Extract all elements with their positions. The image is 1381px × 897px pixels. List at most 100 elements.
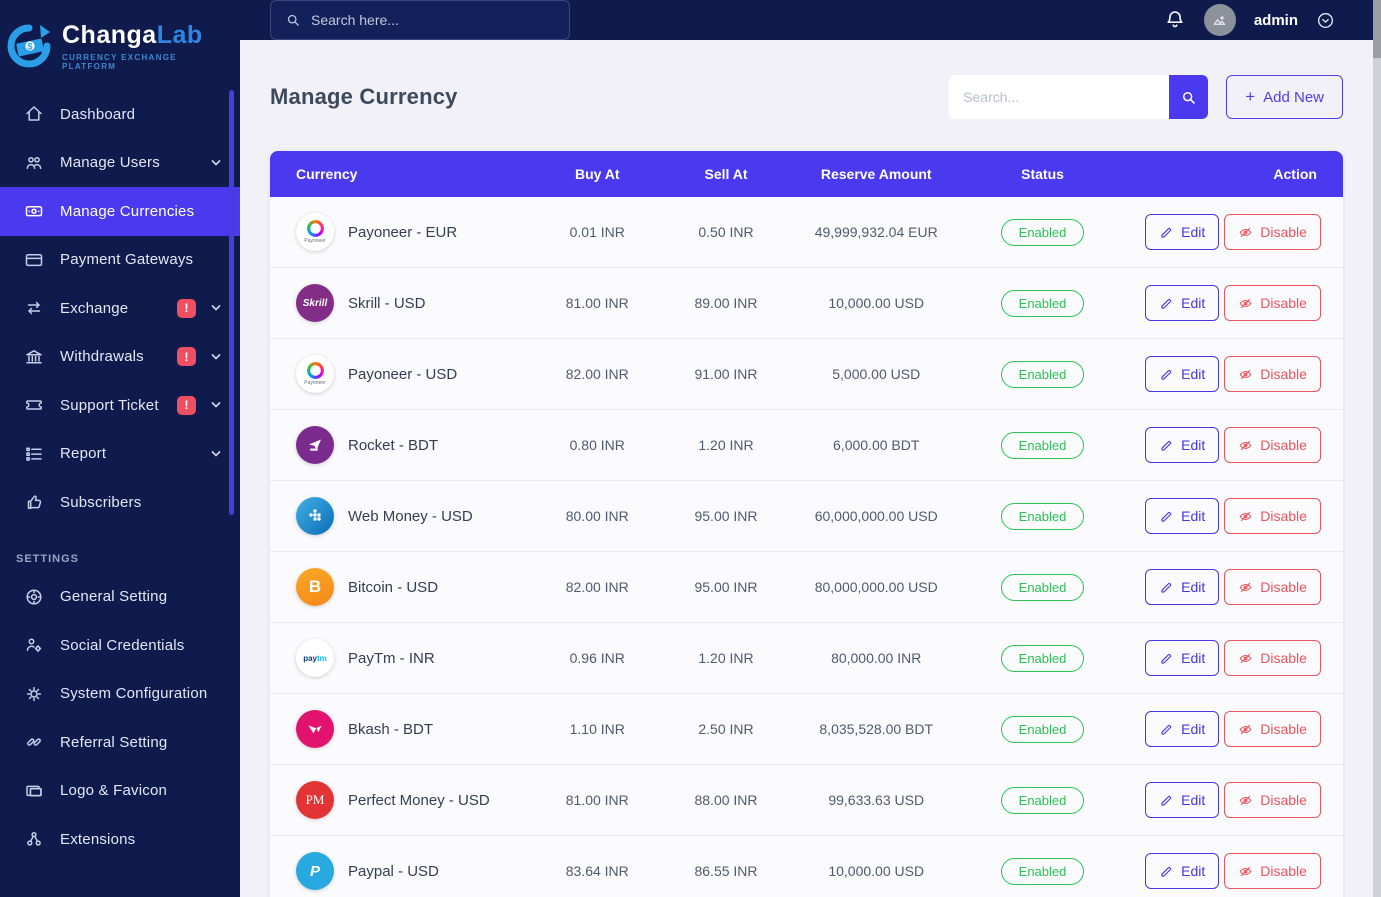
table-search-input[interactable] xyxy=(949,75,1170,119)
chevron-down-icon xyxy=(210,399,222,411)
disable-button[interactable]: Disable xyxy=(1224,214,1321,250)
alert-badge: ! xyxy=(177,298,196,318)
table-row-perfect-money-usd: PM Perfect Money - USD 81.00 INR 88.00 I… xyxy=(270,765,1343,836)
sidebar-item-withdrawals[interactable]: Withdrawals ! xyxy=(0,333,240,382)
pencil-icon xyxy=(1161,866,1172,877)
eye-slash-icon xyxy=(1239,866,1252,876)
buy-at-value: 81.00 INR xyxy=(565,792,629,808)
link-icon xyxy=(24,732,44,752)
edit-button[interactable]: Edit xyxy=(1145,782,1220,818)
edit-button[interactable]: Edit xyxy=(1145,498,1220,534)
home-icon xyxy=(24,104,44,124)
currency-name: Perfect Money - USD xyxy=(348,791,490,809)
table-row-paypal-usd: P Paypal - USD 83.64 INR 86.55 INR 10,00… xyxy=(270,836,1343,897)
column-header-buy-at: Buy At xyxy=(574,166,620,182)
pencil-icon xyxy=(1161,440,1172,451)
ticket-icon xyxy=(24,395,44,415)
sell-at-value: 0.50 INR xyxy=(698,224,754,240)
status-badge: Enabled xyxy=(1000,573,1085,601)
column-header-reserve-amount: Reserve Amount xyxy=(820,166,932,182)
pencil-icon xyxy=(1161,298,1172,309)
paytm-currency-icon: paytm xyxy=(296,639,334,677)
sidebar-item-manage-users[interactable]: Manage Users xyxy=(0,139,240,188)
edit-button[interactable]: Edit xyxy=(1145,427,1220,463)
users-icon xyxy=(24,153,44,173)
eye-slash-icon xyxy=(1239,724,1252,734)
disable-button[interactable]: Disable xyxy=(1224,498,1321,534)
sidebar-item-subscribers[interactable]: Subscribers xyxy=(0,478,240,527)
sidebar-item-dashboard[interactable]: Dashboard xyxy=(0,90,240,139)
disable-button[interactable]: Disable xyxy=(1224,427,1321,463)
table-row-bitcoin-usd: B Bitcoin - USD 82.00 INR 95.00 INR 80,0… xyxy=(270,552,1343,623)
sidebar-item-system-configuration[interactable]: System Configuration xyxy=(0,670,240,719)
eye-slash-icon xyxy=(1239,511,1252,521)
sidebar-item-support-ticket[interactable]: Support Ticket ! xyxy=(0,381,240,430)
column-header-action: Action xyxy=(1273,166,1317,182)
disable-button[interactable]: Disable xyxy=(1224,569,1321,605)
bkash-currency-icon xyxy=(296,710,334,748)
sidebar-item-manage-currencies[interactable]: Manage Currencies xyxy=(0,187,240,236)
nodes-icon xyxy=(24,829,44,849)
sidebar-item-exchange[interactable]: Exchange ! xyxy=(0,284,240,333)
sidebar-item-report[interactable]: Report xyxy=(0,430,240,479)
pencil-icon xyxy=(1161,582,1172,593)
sidebar-nav-main: Dashboard Manage Users Manage Currencies… xyxy=(0,90,240,527)
page-title: Manage Currency xyxy=(270,84,458,109)
disable-button[interactable]: Disable xyxy=(1224,782,1321,818)
currency-name: Paypal - USD xyxy=(348,862,439,880)
alert-badge: ! xyxy=(177,347,196,367)
chevron-down-icon xyxy=(210,302,222,314)
table-row-payoneer-usd: Payoneer Payoneer - USD 82.00 INR 91.00 … xyxy=(270,339,1343,410)
user-menu-chevron-icon[interactable] xyxy=(1316,11,1335,30)
table-row-skrill-usd: Skrill Skrill - USD 81.00 INR 89.00 INR … xyxy=(270,268,1343,339)
sidebar-item-general-setting[interactable]: General Setting xyxy=(0,573,240,622)
table-row-bkash-bdt: Bkash - BDT 1.10 INR 2.50 INR 8,035,528.… xyxy=(270,694,1343,765)
sell-at-value: 91.00 INR xyxy=(694,366,758,382)
edit-button[interactable]: Edit xyxy=(1145,711,1220,747)
disable-button[interactable]: Disable xyxy=(1224,640,1321,676)
currency-table: Currency Buy At Sell At Reserve Amount Statu… xyxy=(270,151,1343,897)
sidebar-scrollbar-thumb[interactable] xyxy=(229,90,234,515)
edit-button[interactable]: Edit xyxy=(1145,569,1220,605)
sidebar-item-logo-favicon[interactable]: Logo & Favicon xyxy=(0,767,240,816)
sell-at-value: 89.00 INR xyxy=(694,295,758,311)
add-new-button[interactable]: + Add New xyxy=(1226,75,1343,119)
status-badge: Enabled xyxy=(1000,502,1085,530)
column-header-status: Status xyxy=(1021,166,1064,182)
page-scrollbar-thumb[interactable] xyxy=(1373,0,1381,58)
disable-button[interactable]: Disable xyxy=(1224,711,1321,747)
buy-at-value: 82.00 INR xyxy=(565,366,629,382)
sidebar-item-payment-gateways[interactable]: Payment Gateways xyxy=(0,236,240,285)
eye-slash-icon xyxy=(1239,582,1252,592)
thumbsup-icon xyxy=(24,492,44,512)
edit-button[interactable]: Edit xyxy=(1145,853,1220,889)
chevron-down-icon xyxy=(210,448,222,460)
table-search-button[interactable] xyxy=(1169,75,1209,119)
sell-at-value: 1.20 INR xyxy=(698,650,754,666)
topbar-search-input[interactable]: Search here... xyxy=(270,0,570,40)
reserve-amount-value: 60,000,000.00 USD xyxy=(814,508,938,524)
disable-button[interactable]: Disable xyxy=(1224,285,1321,321)
rocket-currency-icon xyxy=(296,426,334,464)
disable-button[interactable]: Disable xyxy=(1224,853,1321,889)
reserve-amount-value: 5,000.00 USD xyxy=(832,366,921,382)
user-avatar[interactable] xyxy=(1203,4,1236,36)
notifications-bell-icon[interactable] xyxy=(1164,9,1186,31)
sidebar-item-referral-setting[interactable]: Referral Setting xyxy=(0,718,240,767)
card-icon xyxy=(24,250,44,270)
brand-logo[interactable]: $ ChangaLab CURRENCY EXCHANGE PLATFORM xyxy=(0,0,240,90)
eye-slash-icon xyxy=(1239,227,1252,237)
edit-button[interactable]: Edit xyxy=(1145,356,1220,392)
edit-button[interactable]: Edit xyxy=(1145,285,1220,321)
reserve-amount-value: 8,035,528.00 BDT xyxy=(819,721,934,737)
edit-button[interactable]: Edit xyxy=(1145,214,1220,250)
page-scrollbar[interactable] xyxy=(1373,0,1381,897)
sidebar-item-social-credentials[interactable]: Social Credentials xyxy=(0,621,240,670)
disable-button[interactable]: Disable xyxy=(1224,356,1321,392)
sidebar-item-extensions[interactable]: Extensions xyxy=(0,815,240,864)
reserve-amount-value: 49,999,932.04 EUR xyxy=(814,224,938,240)
buy-at-value: 0.01 INR xyxy=(569,224,625,240)
settings-section-label: SETTINGS xyxy=(16,552,80,565)
edit-button[interactable]: Edit xyxy=(1145,640,1220,676)
